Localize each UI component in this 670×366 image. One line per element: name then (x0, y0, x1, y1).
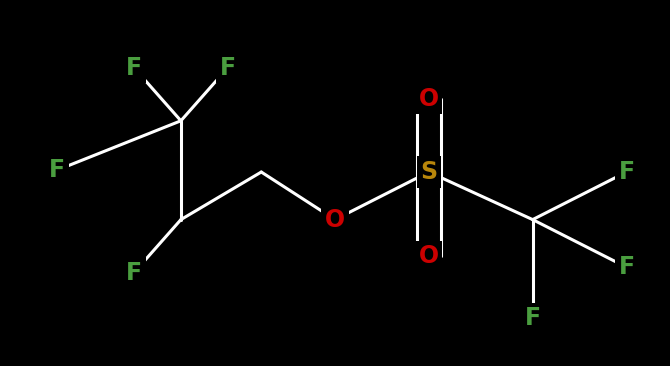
Text: F: F (220, 56, 236, 80)
Text: O: O (419, 244, 439, 268)
Text: F: F (126, 261, 142, 285)
Text: F: F (618, 160, 634, 184)
Text: F: F (618, 255, 634, 279)
Text: O: O (419, 87, 439, 111)
Text: F: F (126, 56, 142, 80)
Text: S: S (420, 160, 438, 184)
Text: O: O (325, 208, 345, 232)
Text: F: F (525, 306, 541, 330)
Text: F: F (49, 158, 65, 182)
